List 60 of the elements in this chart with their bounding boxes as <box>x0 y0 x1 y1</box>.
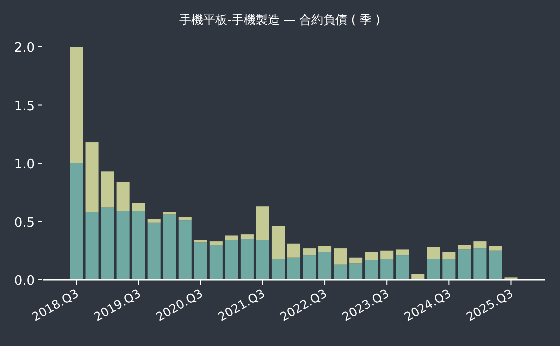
title: 手機平板-手機製造 — 合約負債 ( 季 ) <box>180 13 380 27</box>
bar <box>148 222 161 280</box>
bar <box>303 256 316 280</box>
bar <box>365 252 378 260</box>
bar <box>132 203 146 212</box>
bar <box>380 250 394 260</box>
bar <box>334 264 348 280</box>
bar <box>210 245 223 280</box>
bar <box>132 211 146 280</box>
bar <box>442 259 456 280</box>
bar <box>272 226 285 260</box>
bar <box>365 260 378 280</box>
bar <box>116 182 130 212</box>
bar <box>442 252 456 260</box>
bar <box>101 172 114 208</box>
y-tick-label: 1.5 <box>14 99 35 114</box>
bar <box>256 240 270 280</box>
bar <box>240 234 254 240</box>
bar <box>318 246 332 252</box>
bar <box>116 211 130 280</box>
bar <box>380 259 394 280</box>
bar <box>350 258 363 264</box>
bar <box>287 244 301 258</box>
bar <box>163 212 176 215</box>
bar <box>210 242 223 246</box>
bar <box>194 242 208 280</box>
bar <box>163 214 176 280</box>
bar <box>458 250 472 280</box>
bar <box>101 208 114 280</box>
y-tick-label: 0.5 <box>14 216 35 231</box>
bar <box>412 274 425 280</box>
bar <box>334 248 348 265</box>
bar <box>272 259 285 280</box>
y-tick-label: 2.0 <box>14 41 35 56</box>
bar <box>489 246 502 251</box>
bar <box>70 164 84 280</box>
y-tick-label: 1.0 <box>14 158 35 172</box>
bar <box>256 206 270 240</box>
bar <box>148 219 161 223</box>
bar <box>86 142 99 212</box>
bar <box>474 248 487 280</box>
bar <box>427 259 440 280</box>
bar <box>489 250 502 280</box>
bar <box>225 240 238 280</box>
y-tick-label: 0.0 <box>14 274 35 289</box>
bar <box>474 242 487 249</box>
bar <box>396 256 410 280</box>
bar <box>178 217 192 221</box>
bar <box>86 212 99 280</box>
bar <box>70 47 84 164</box>
bar <box>427 247 440 260</box>
bar <box>303 248 316 256</box>
bar <box>178 220 192 280</box>
bar <box>225 236 238 240</box>
bar <box>287 258 301 280</box>
bar <box>458 245 472 250</box>
bar <box>350 264 363 280</box>
bar <box>318 252 332 280</box>
bar <box>396 250 410 256</box>
bar <box>240 239 254 280</box>
